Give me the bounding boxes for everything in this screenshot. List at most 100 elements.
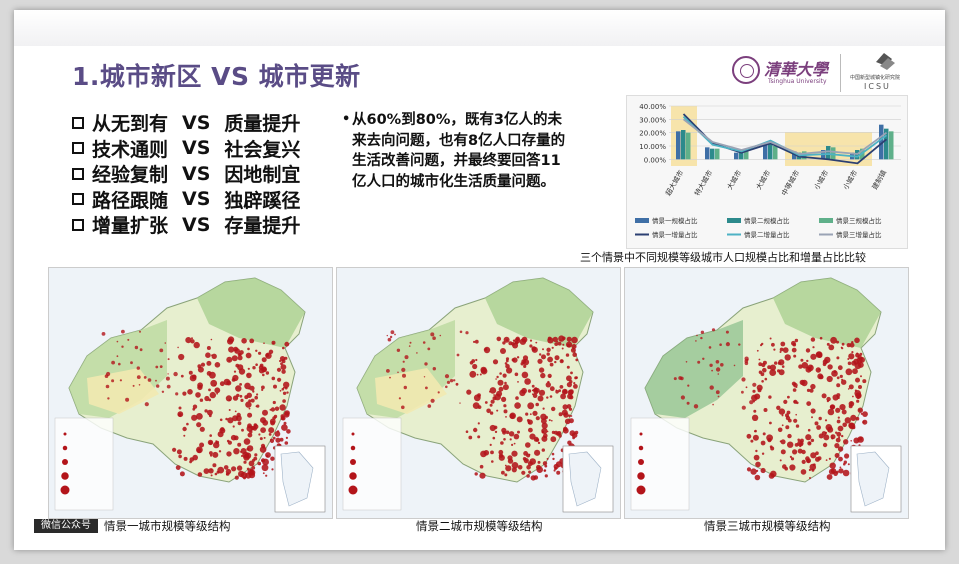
chart-line bbox=[682, 118, 888, 155]
city-dot bbox=[768, 395, 772, 399]
city-dot bbox=[720, 363, 724, 367]
city-dot bbox=[847, 361, 852, 366]
city-dot bbox=[571, 344, 577, 349]
city-dot bbox=[541, 354, 546, 360]
city-dot bbox=[534, 449, 541, 456]
city-dot bbox=[769, 421, 772, 425]
city-dot bbox=[475, 358, 478, 362]
city-dot bbox=[273, 414, 278, 419]
city-dot bbox=[823, 434, 830, 441]
legend-label: 情景一增量占比 bbox=[652, 230, 698, 239]
city-dot bbox=[248, 472, 256, 479]
city-dot bbox=[514, 402, 521, 409]
city-dot bbox=[537, 441, 541, 445]
city-dot bbox=[695, 340, 697, 342]
city-dot bbox=[225, 395, 232, 402]
city-dot bbox=[700, 336, 703, 340]
city-dot bbox=[771, 342, 775, 347]
city-dot bbox=[489, 403, 493, 407]
y-tick-label: 30.00% bbox=[639, 116, 666, 124]
city-dot bbox=[183, 434, 186, 437]
city-dot bbox=[484, 401, 488, 404]
city-dot bbox=[831, 437, 834, 440]
city-dot bbox=[754, 474, 761, 481]
city-dot bbox=[188, 370, 193, 375]
city-dot bbox=[275, 437, 281, 443]
city-dot bbox=[763, 408, 768, 412]
map-caption-1: 情景一城市规模等级结构 bbox=[104, 519, 231, 533]
city-dot bbox=[237, 421, 242, 426]
city-dot bbox=[218, 450, 222, 453]
city-dot bbox=[568, 414, 571, 418]
city-dot bbox=[432, 336, 436, 340]
legend-dot bbox=[639, 432, 643, 436]
city-dot bbox=[389, 376, 391, 379]
city-dot bbox=[503, 404, 507, 408]
city-dot bbox=[430, 332, 435, 337]
chart-bar bbox=[763, 144, 768, 160]
city-dot bbox=[824, 419, 828, 422]
city-dot bbox=[843, 462, 846, 466]
city-dot bbox=[833, 370, 837, 374]
city-dot bbox=[505, 359, 509, 363]
city-dot bbox=[741, 405, 746, 410]
city-dot bbox=[284, 356, 288, 360]
city-dot bbox=[262, 409, 268, 416]
city-dot bbox=[551, 346, 554, 349]
city-dot bbox=[215, 440, 218, 443]
city-dot bbox=[526, 474, 530, 478]
city-dot bbox=[785, 425, 790, 430]
city-dot bbox=[167, 373, 169, 375]
city-dot bbox=[529, 433, 536, 440]
city-dot bbox=[527, 461, 533, 467]
city-dot bbox=[225, 417, 228, 421]
city-dot bbox=[794, 338, 799, 343]
item-vs: VS bbox=[182, 188, 211, 211]
city-dot bbox=[225, 468, 232, 475]
city-dot bbox=[195, 392, 201, 398]
city-dot bbox=[504, 381, 507, 385]
city-dot bbox=[501, 470, 505, 475]
city-dot bbox=[828, 457, 831, 460]
city-dot bbox=[490, 399, 495, 404]
city-dot bbox=[484, 347, 488, 351]
city-dot bbox=[209, 434, 212, 437]
city-dot bbox=[422, 341, 426, 344]
city-dot bbox=[240, 472, 248, 479]
city-dot bbox=[805, 456, 810, 461]
city-dot bbox=[268, 433, 272, 436]
city-dot bbox=[261, 385, 265, 390]
city-dot bbox=[793, 354, 797, 358]
city-dot bbox=[479, 373, 482, 376]
city-dot bbox=[834, 443, 840, 449]
city-dot bbox=[231, 466, 237, 472]
city-dot bbox=[500, 348, 506, 354]
city-dot bbox=[502, 373, 507, 378]
city-dot bbox=[265, 353, 270, 357]
city-dot bbox=[556, 340, 559, 343]
city-dot bbox=[779, 440, 782, 443]
city-dot bbox=[789, 455, 792, 458]
city-dot bbox=[178, 353, 185, 361]
legend-label: 情景三增量占比 bbox=[836, 230, 882, 239]
city-dot bbox=[851, 360, 857, 366]
legend-dot bbox=[350, 445, 356, 451]
city-dot bbox=[235, 385, 242, 392]
city-dot bbox=[250, 398, 255, 403]
city-dot bbox=[781, 414, 784, 417]
city-dot bbox=[806, 401, 812, 406]
city-dot bbox=[254, 453, 258, 457]
city-dot bbox=[537, 358, 543, 364]
city-dot bbox=[574, 376, 578, 380]
city-dot bbox=[280, 414, 285, 419]
map-scenario-2 bbox=[336, 267, 621, 519]
city-dot bbox=[256, 393, 259, 396]
chart-bar bbox=[773, 146, 778, 160]
comparison-item: 增量扩张 VS 存量提升 bbox=[72, 212, 300, 238]
city-dot bbox=[553, 469, 556, 472]
city-dot bbox=[680, 395, 685, 400]
city-dot bbox=[766, 434, 773, 442]
x-category-label: 大城市 bbox=[725, 169, 743, 192]
y-tick-label: 40.00% bbox=[639, 103, 666, 111]
city-dot bbox=[821, 393, 827, 399]
